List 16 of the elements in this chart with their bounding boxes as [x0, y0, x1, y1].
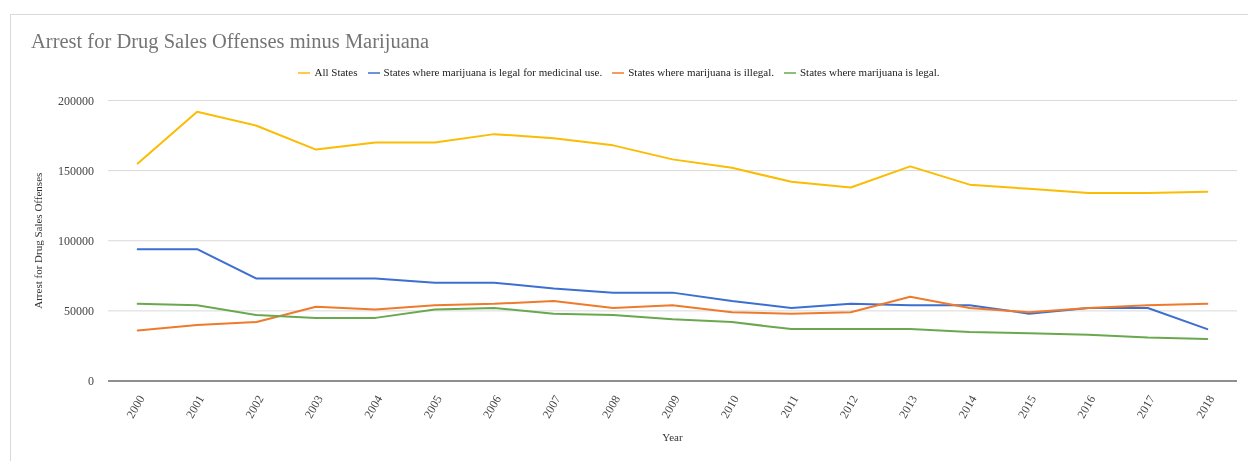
legend-label: States where marijuana is legal.: [799, 66, 940, 78]
legend-label: States where marijuana is illegal.: [628, 66, 774, 78]
line-series: [136, 295, 1209, 332]
y-tick-label: 50000: [64, 304, 94, 319]
line-series: [136, 248, 1209, 331]
legend-label: States where marijuana is legal for medicinal use.: [383, 66, 603, 78]
line-series: [136, 110, 1209, 195]
y-tick-label: 100000: [58, 233, 94, 248]
y-axis-title: Arrest for Drug Sales Offenses: [31, 172, 44, 309]
y-tick-label: 0: [88, 374, 94, 389]
y-tick-label: 200000: [58, 93, 94, 108]
legend-label: All States: [314, 66, 358, 78]
chart-title: Arrest for Drug Sales Offenses minus Marijuana: [31, 30, 430, 53]
y-tick-label: 150000: [58, 163, 94, 178]
x-axis-title: Year: [662, 431, 683, 443]
line-series: [136, 302, 1209, 340]
